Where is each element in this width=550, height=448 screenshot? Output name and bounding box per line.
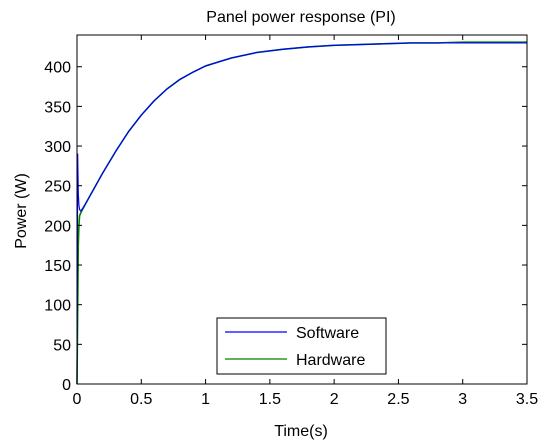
- x-tick-label: 0.5: [130, 391, 152, 408]
- y-tick-label: 350: [44, 99, 71, 116]
- x-tick-label: 2: [330, 391, 339, 408]
- axis-ticks: 0 0.5 1 1.5 2 2.5 3 3.5 0 50 100 150 200 250 300 350 400: [44, 35, 538, 408]
- legend-label-hardware: Hardware: [296, 352, 365, 369]
- x-tick-label: 3.5: [516, 391, 538, 408]
- y-tick-label: 400: [44, 60, 71, 77]
- x-tick-label: 1: [201, 391, 210, 408]
- plot-area-frame: [76, 34, 528, 385]
- y-axis-label: Power (W): [13, 173, 30, 249]
- x-tick-label: 2.5: [387, 391, 409, 408]
- y-tick-label: 100: [44, 298, 71, 315]
- y-tick-label: 250: [44, 179, 71, 196]
- y-tick-label: 0: [62, 377, 71, 394]
- chart-title: Panel power response (PI): [206, 9, 395, 26]
- x-tick-label: 1.5: [259, 391, 281, 408]
- y-tick-label: 50: [53, 337, 71, 354]
- legend: Software Hardware: [216, 317, 387, 375]
- legend-label-software: Software: [296, 325, 359, 342]
- series-line-software: [76, 42, 527, 385]
- x-tick-label: 0: [73, 391, 82, 408]
- x-tick-label: 3: [458, 391, 467, 408]
- y-tick-label: 200: [44, 218, 71, 235]
- x-axis-label: Time(s): [274, 423, 328, 440]
- legend-box: [216, 317, 387, 375]
- series-layer: [76, 41, 527, 385]
- y-tick-label: 300: [44, 139, 71, 156]
- y-tick-label: 150: [44, 258, 71, 275]
